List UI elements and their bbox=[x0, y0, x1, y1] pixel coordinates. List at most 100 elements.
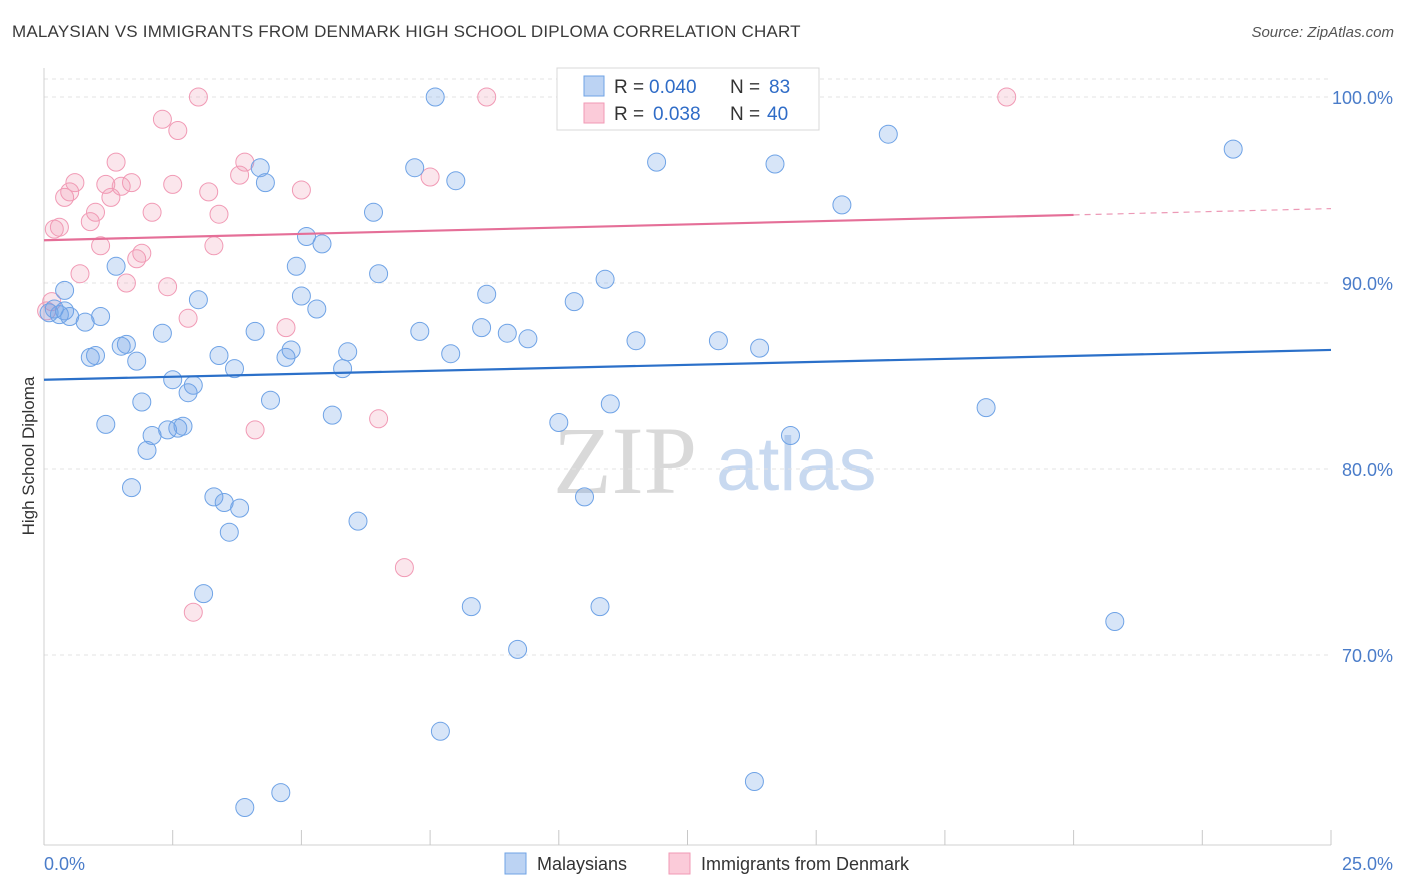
trend-lines bbox=[43, 208, 1332, 381]
denmark-point bbox=[132, 243, 152, 263]
malaysians-point bbox=[183, 375, 203, 395]
denmark-point bbox=[127, 249, 147, 269]
y-tick-label: 100.0% bbox=[1332, 88, 1393, 108]
denmark-point bbox=[199, 182, 219, 202]
bottom-legend-label-denmark: Immigrants from Denmark bbox=[701, 854, 910, 874]
legend-swatch-denmark bbox=[583, 102, 605, 124]
malaysians-point bbox=[549, 413, 569, 432]
malaysians-point bbox=[518, 329, 538, 349]
denmark-point bbox=[477, 87, 497, 107]
malaysians-point bbox=[338, 342, 358, 362]
malaysians-point bbox=[430, 721, 450, 741]
denmark-point bbox=[168, 121, 188, 140]
legend-n-label-1: N = bbox=[730, 77, 760, 98]
malaysians-point bbox=[96, 414, 116, 434]
malaysians-point bbox=[744, 772, 764, 791]
malaysians-point bbox=[225, 359, 244, 379]
denmark-point bbox=[178, 308, 198, 328]
denmark-trend-extension bbox=[1073, 208, 1332, 216]
malaysians-point bbox=[127, 351, 147, 371]
malaysians-point bbox=[297, 227, 316, 246]
malaysians-point bbox=[194, 584, 214, 604]
malaysians-point bbox=[333, 359, 353, 379]
malaysians-point bbox=[976, 398, 996, 418]
malaysians-point bbox=[291, 286, 311, 306]
legend-r-value-2: 0.038 bbox=[653, 104, 701, 125]
x-tick-label: 25.0% bbox=[1342, 854, 1393, 874]
watermark-zip: ZIP bbox=[553, 407, 697, 514]
malaysians-point bbox=[219, 522, 239, 542]
malaysians-point bbox=[322, 405, 342, 425]
legend-r-label-2: R = bbox=[614, 104, 644, 125]
malaysians-point bbox=[1223, 139, 1243, 159]
malaysians-point bbox=[245, 321, 265, 341]
malaysians-point bbox=[271, 783, 291, 803]
legend-swatch-malaysians bbox=[583, 75, 605, 97]
denmark-point bbox=[91, 236, 111, 256]
malaysians-point bbox=[369, 264, 389, 284]
malaysians-point bbox=[878, 124, 898, 144]
malaysians-point bbox=[497, 323, 517, 343]
denmark-point bbox=[55, 187, 75, 207]
malaysians-point bbox=[1105, 612, 1125, 631]
malaysians-point bbox=[152, 323, 172, 343]
malaysians-point bbox=[158, 420, 178, 440]
source-label: Source: ZipAtlas.com bbox=[1251, 24, 1394, 41]
malaysians-point bbox=[255, 173, 275, 193]
y-axis-title: High School Diploma bbox=[19, 376, 38, 535]
malaysians-point bbox=[595, 269, 615, 289]
malaysians-point bbox=[461, 597, 481, 617]
malaysians-point bbox=[122, 478, 141, 498]
legend-n-label-2: N = bbox=[730, 104, 760, 125]
malaysians-point bbox=[508, 639, 528, 659]
malaysians-point bbox=[230, 498, 250, 518]
malaysians-point bbox=[91, 307, 111, 326]
x-tick-label: 0.0% bbox=[44, 854, 85, 874]
malaysians-point bbox=[86, 346, 105, 365]
legend-r-label-1: R = bbox=[614, 77, 644, 98]
denmark-point bbox=[60, 182, 80, 202]
y-tick-label: 80.0% bbox=[1342, 460, 1393, 480]
malaysians-point bbox=[425, 87, 445, 107]
malaysians-point bbox=[647, 152, 667, 172]
malaysians-point bbox=[204, 487, 224, 507]
denmark-point bbox=[276, 318, 296, 338]
denmark-point bbox=[163, 174, 183, 194]
malaysians-point bbox=[286, 256, 306, 276]
malaysians-point bbox=[405, 158, 425, 178]
denmark-point bbox=[80, 212, 100, 232]
malaysians-point bbox=[55, 301, 75, 321]
denmark-point bbox=[65, 173, 85, 193]
malaysians-point bbox=[364, 202, 383, 222]
malaysians-trend-line bbox=[43, 348, 1332, 381]
malaysians-point bbox=[410, 321, 430, 341]
malaysians-point bbox=[163, 370, 183, 390]
denmark-point bbox=[291, 180, 311, 200]
malaysians-point bbox=[235, 798, 255, 817]
malaysians-point bbox=[281, 340, 301, 360]
malaysians-point bbox=[590, 597, 610, 617]
bottom-legend-label-malaysians: Malaysians bbox=[537, 854, 627, 874]
malaysians-point bbox=[708, 331, 728, 351]
x-ticks bbox=[43, 830, 1332, 845]
denmark-trend-line bbox=[43, 213, 1074, 242]
denmark-point bbox=[188, 87, 208, 107]
malaysians-point bbox=[750, 338, 770, 358]
denmark-point bbox=[49, 217, 69, 237]
malaysians-point bbox=[312, 234, 332, 254]
denmark-point bbox=[204, 236, 224, 256]
legend-n-value-2: 40 bbox=[767, 104, 788, 125]
malaysians-point bbox=[626, 331, 646, 351]
denmark-point bbox=[152, 109, 172, 129]
malaysians-point bbox=[137, 440, 157, 460]
malaysians-point bbox=[188, 290, 208, 310]
malaysians-point bbox=[832, 195, 852, 215]
denmark-point bbox=[122, 173, 141, 193]
y-tick-labels: 70.0% 80.0% 90.0% 100.0% bbox=[1332, 88, 1393, 666]
y-tick-label: 70.0% bbox=[1342, 646, 1393, 666]
denmark-point bbox=[86, 202, 105, 222]
malaysians-point bbox=[307, 299, 327, 319]
series-malaysians-points bbox=[39, 87, 1243, 817]
malaysians-point bbox=[477, 284, 497, 304]
denmark-point bbox=[209, 204, 229, 224]
